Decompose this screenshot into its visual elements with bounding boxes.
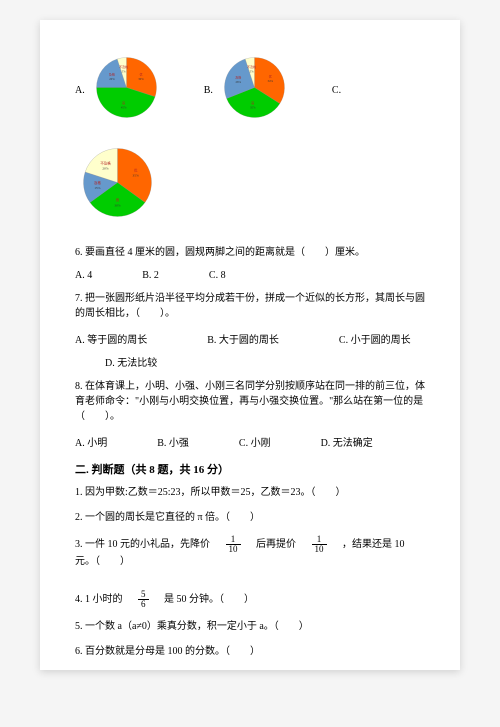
question-6-options: A. 4 B. 2 C. 8 bbox=[75, 270, 425, 281]
question-7-options-2: D. 无法比较 bbox=[105, 354, 425, 369]
q7-opt-b: B. 大于圆的周长 bbox=[207, 331, 279, 346]
svg-text:45%: 45% bbox=[121, 105, 127, 109]
question-8: 8. 在体育课上，小明、小强、小刚三名同学分别按顺序站在同一排的前三位，体育老师… bbox=[75, 379, 425, 424]
svg-text:30%: 30% bbox=[138, 77, 144, 81]
chart-b-wrap: B. 优34% 良35% 及格26% 不及格5% bbox=[204, 50, 292, 125]
q8-opt-a: A. 小明 bbox=[75, 434, 107, 449]
j3-mid: 后再提价 bbox=[246, 539, 306, 550]
q6-opt-c: C. 8 bbox=[209, 270, 226, 281]
q6-opt-a: A. 4 bbox=[75, 270, 92, 281]
judge-4: 4. 1 小时的 5 6 是 50 分钟。（ ） bbox=[75, 590, 425, 609]
svg-text:20%: 20% bbox=[109, 77, 115, 81]
question-7-text: 7. 把一张圆形纸片沿半径平均分成若干份，拼成一个近似的长方形，其周长与圆的周长… bbox=[75, 291, 425, 321]
svg-text:35%: 35% bbox=[133, 174, 139, 178]
question-8-text: 8. 在体育课上，小明、小强、小刚三名同学分别按顺序站在同一排的前三位，体育老师… bbox=[75, 379, 425, 424]
chart-c-wrap: C. bbox=[332, 50, 345, 96]
q7-opt-a: A. 等于圆的周长 bbox=[75, 331, 147, 346]
svg-text:及格: 及格 bbox=[109, 71, 115, 76]
svg-text:不及格: 不及格 bbox=[119, 64, 128, 69]
svg-text:及格: 及格 bbox=[235, 74, 241, 79]
question-6-text: 6. 要画直径 4 厘米的圆，圆规两脚之间的距离就是（ ）厘米。 bbox=[75, 245, 425, 260]
svg-text:优: 优 bbox=[269, 73, 272, 78]
fraction-icon: 5 6 bbox=[138, 590, 149, 609]
svg-text:35%: 35% bbox=[250, 105, 256, 109]
judge-6: 6. 百分数就是分母是 100 的分数。（ ） bbox=[75, 644, 425, 659]
chart-b-label: B. bbox=[204, 85, 213, 96]
svg-text:20%: 20% bbox=[102, 166, 108, 170]
j4-pre: 4. 1 小时的 bbox=[75, 594, 133, 605]
judge-1: 1. 因为甲数:乙数＝25:23，所以甲数＝25，乙数＝23。（ ） bbox=[75, 485, 425, 500]
chart-a-wrap: A. 优30% 良45% 及格20% 不及格5% bbox=[75, 50, 164, 125]
svg-text:30%: 30% bbox=[114, 203, 120, 207]
section-2-title: 二. 判断题（共 8 题，共 16 分） bbox=[75, 461, 425, 477]
j3-pre: 3. 一件 10 元的小礼品，先降价 bbox=[75, 539, 220, 550]
question-8-options: A. 小明 B. 小强 C. 小刚 D. 无法确定 bbox=[75, 434, 425, 449]
svg-text:5%: 5% bbox=[121, 70, 126, 74]
j4-frac-den: 6 bbox=[138, 600, 149, 609]
chart-c-label: C. bbox=[332, 85, 341, 96]
svg-text:良: 良 bbox=[251, 100, 254, 105]
chart-d-wrap: 优35%良30%及格15%不及格20% bbox=[75, 140, 425, 225]
q8-opt-c: C. 小刚 bbox=[239, 434, 271, 449]
svg-text:不及格: 不及格 bbox=[247, 64, 256, 69]
svg-text:5%: 5% bbox=[250, 70, 255, 74]
q7-opt-c: C. 小于圆的周长 bbox=[339, 331, 411, 346]
question-7: 7. 把一张圆形纸片沿半径平均分成若干份，拼成一个近似的长方形，其周长与圆的周长… bbox=[75, 291, 425, 321]
judge-3: 3. 一件 10 元的小礼品，先降价 1 10 后再提价 1 10 ，结果还是 … bbox=[75, 535, 425, 569]
j4-post: 是 50 分钟。（ ） bbox=[154, 594, 254, 605]
svg-text:优: 优 bbox=[134, 168, 138, 173]
svg-text:优: 优 bbox=[139, 71, 142, 76]
judge-5: 5. 一个数 a（a≠0）乘真分数，积一定小于 a。（ ） bbox=[75, 619, 425, 634]
pie-chart-d: 优35%良30%及格15%不及格20% bbox=[75, 140, 160, 225]
q8-opt-d: D. 无法确定 bbox=[321, 434, 373, 449]
question-6: 6. 要画直径 4 厘米的圆，圆规两脚之间的距离就是（ ）厘米。 bbox=[75, 245, 425, 260]
svg-text:34%: 34% bbox=[267, 79, 273, 83]
j3-frac2-den: 10 bbox=[312, 545, 327, 554]
q6-opt-b: B. 2 bbox=[142, 270, 159, 281]
q8-opt-b: B. 小强 bbox=[157, 434, 189, 449]
pie-chart-a: 优30% 良45% 及格20% 不及格5% bbox=[89, 50, 164, 125]
svg-text:15%: 15% bbox=[94, 186, 100, 190]
chart-row-bottom: 优35%良30%及格15%不及格20% bbox=[75, 140, 425, 225]
chart-row-top: A. 优30%良45%及格20%不及格5% B. 优34%良35%及格26%不及… bbox=[75, 50, 425, 125]
j3-frac1-den: 10 bbox=[226, 545, 241, 554]
q7-opt-d: D. 无法比较 bbox=[105, 358, 157, 369]
pie-chart-b: 优34% 良35% 及格26% 不及格5% bbox=[217, 50, 292, 125]
svg-text:不及格: 不及格 bbox=[100, 160, 111, 165]
fraction-icon: 1 10 bbox=[226, 535, 241, 554]
chart-a-label: A. bbox=[75, 85, 85, 96]
svg-text:及格: 及格 bbox=[94, 180, 101, 185]
svg-text:良: 良 bbox=[122, 100, 125, 105]
judge-2: 2. 一个圆的周长是它直径的 π 倍。（ ） bbox=[75, 510, 425, 525]
fraction-icon: 1 10 bbox=[312, 535, 327, 554]
svg-text:26%: 26% bbox=[235, 80, 241, 84]
question-7-options-1: A. 等于圆的周长 B. 大于圆的周长 C. 小于圆的周长 bbox=[75, 331, 425, 346]
